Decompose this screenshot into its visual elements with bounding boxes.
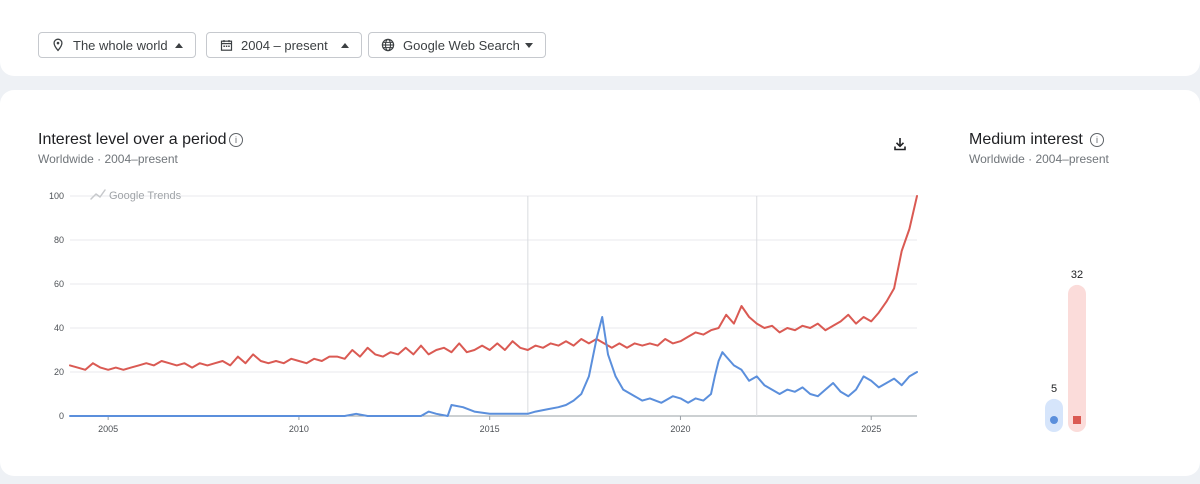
caret-down-icon (525, 42, 533, 48)
globe-icon (381, 38, 395, 52)
blue-series-marker (1050, 416, 1058, 424)
search-type-filter-button[interactable]: Google Web Search (368, 32, 546, 58)
download-button[interactable] (888, 134, 912, 158)
y-tick-label: 100 (49, 191, 64, 201)
x-tick-label: 2020 (670, 424, 690, 434)
date-range-filter-button[interactable]: 2004 – present (206, 32, 362, 58)
search-type-filter-label: Google Web Search (403, 37, 520, 53)
y-tick-label: 80 (54, 235, 64, 245)
chart-gridlines (70, 195, 917, 417)
y-tick-label: 40 (54, 323, 64, 333)
interest-over-time-title: Interest level over a period (38, 131, 227, 148)
google-trends-watermark-text: Google Trends (109, 190, 182, 202)
interest-over-time-chart-svg: 0 20 40 60 80 100 2005 2010 2015 2020 2025 Google … (49, 189, 918, 434)
date-range-filter-label: 2004 – present (241, 37, 328, 53)
region-filter-button[interactable]: The whole world (38, 32, 196, 58)
red-average-bar (1068, 284, 1086, 432)
chart-vertical-markers (527, 196, 758, 416)
location-pin-icon (51, 38, 65, 52)
trend-icon (90, 189, 106, 200)
bar-value-label: 32 (1071, 269, 1083, 281)
red-series-marker (1073, 416, 1081, 424)
interest-over-time-chart: 0 20 40 60 80 100 2005 2010 2015 2020 2025 Google … (30, 184, 925, 434)
results-panel: Interest level over a period i Worldwide… (0, 90, 1200, 476)
y-tick-label: 20 (54, 367, 64, 377)
chart-axes: 0 20 40 60 80 100 2005 2010 2015 2020 2025 (49, 191, 881, 434)
medium-interest-chart: 5 32 (1045, 269, 1086, 432)
blue-series-line (69, 316, 918, 417)
blue-average-bar (1045, 398, 1063, 432)
red-series-line (69, 195, 918, 371)
x-tick-label: 2010 (289, 424, 309, 434)
info-icon[interactable]: i (1090, 133, 1104, 147)
y-tick-label: 60 (54, 279, 64, 289)
x-tick-label: 2025 (861, 424, 881, 434)
caret-up-icon (341, 42, 349, 48)
interest-over-time-subtitle: Worldwide · 2004–present (38, 152, 178, 166)
google-trends-watermark: Google Trends (90, 189, 182, 202)
bar-value-label: 5 (1051, 383, 1057, 395)
medium-interest-title: Medium interest (969, 131, 1083, 148)
medium-interest-subtitle: Worldwide · 2004–present (969, 152, 1109, 166)
x-tick-label: 2005 (98, 424, 118, 434)
x-tick-label: 2015 (480, 424, 500, 434)
filter-panel: The whole world 2004 – present (0, 0, 1200, 76)
info-icon[interactable]: i (229, 133, 243, 147)
caret-up-icon (175, 42, 183, 48)
calendar-icon (219, 38, 233, 52)
y-tick-label: 0 (59, 411, 64, 421)
download-icon (892, 136, 908, 157)
chart-series (69, 195, 918, 417)
region-filter-label: The whole world (73, 37, 168, 53)
